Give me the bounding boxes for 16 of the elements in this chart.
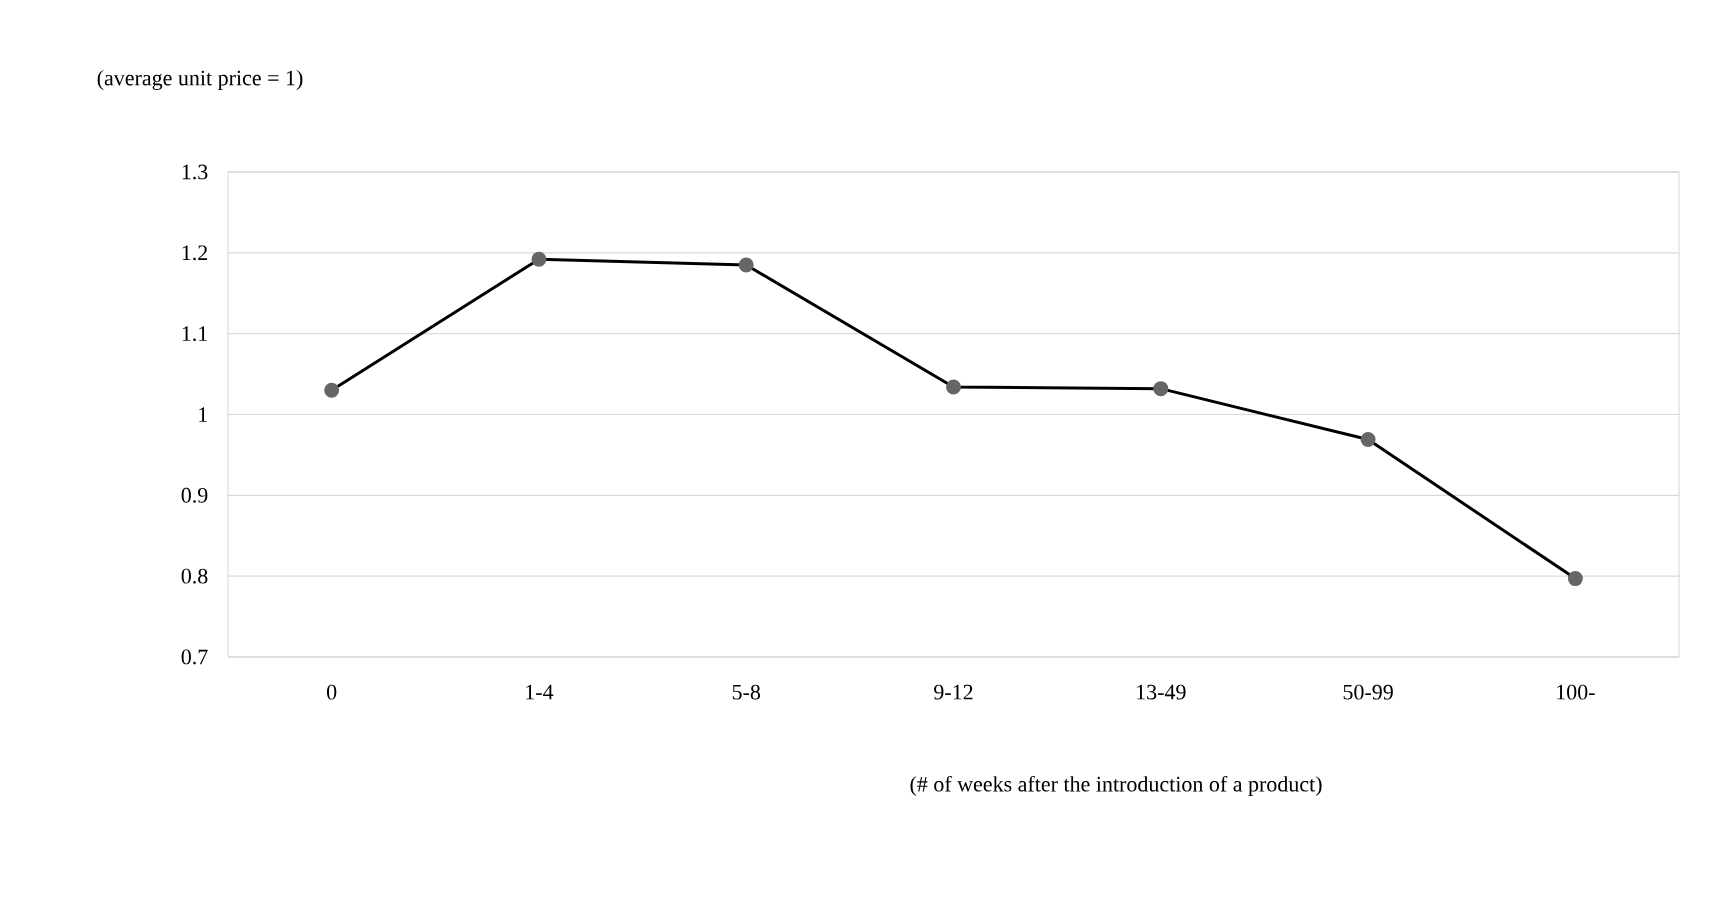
y-tick-label: 0.7 <box>181 649 208 665</box>
y-axis-title: (average unit price = 1) <box>97 70 303 90</box>
x-tick-label: 9-12 <box>934 684 973 700</box>
x-tick-label: 1-4 <box>526 684 554 700</box>
x-tick-label: 5-8 <box>732 684 761 700</box>
y-tick-label: 1.1 <box>182 326 207 342</box>
y-tick-label: 0.8 <box>181 568 208 584</box>
x-tick-label: 50-99 <box>1343 684 1393 700</box>
y-tick-label: 1 <box>199 407 207 422</box>
y-tick-label: 1.3 <box>182 164 208 180</box>
x-tick-label: 0 <box>326 684 337 700</box>
x-axis-title: (# of weeks after the introduction of a product) <box>910 775 1322 797</box>
y-tick-label: 0.9 <box>181 487 208 503</box>
x-tick-label: 100- <box>1557 684 1595 700</box>
y-tick-label: 1.2 <box>182 245 208 261</box>
x-tick-label: 13-49 <box>1137 684 1186 700</box>
